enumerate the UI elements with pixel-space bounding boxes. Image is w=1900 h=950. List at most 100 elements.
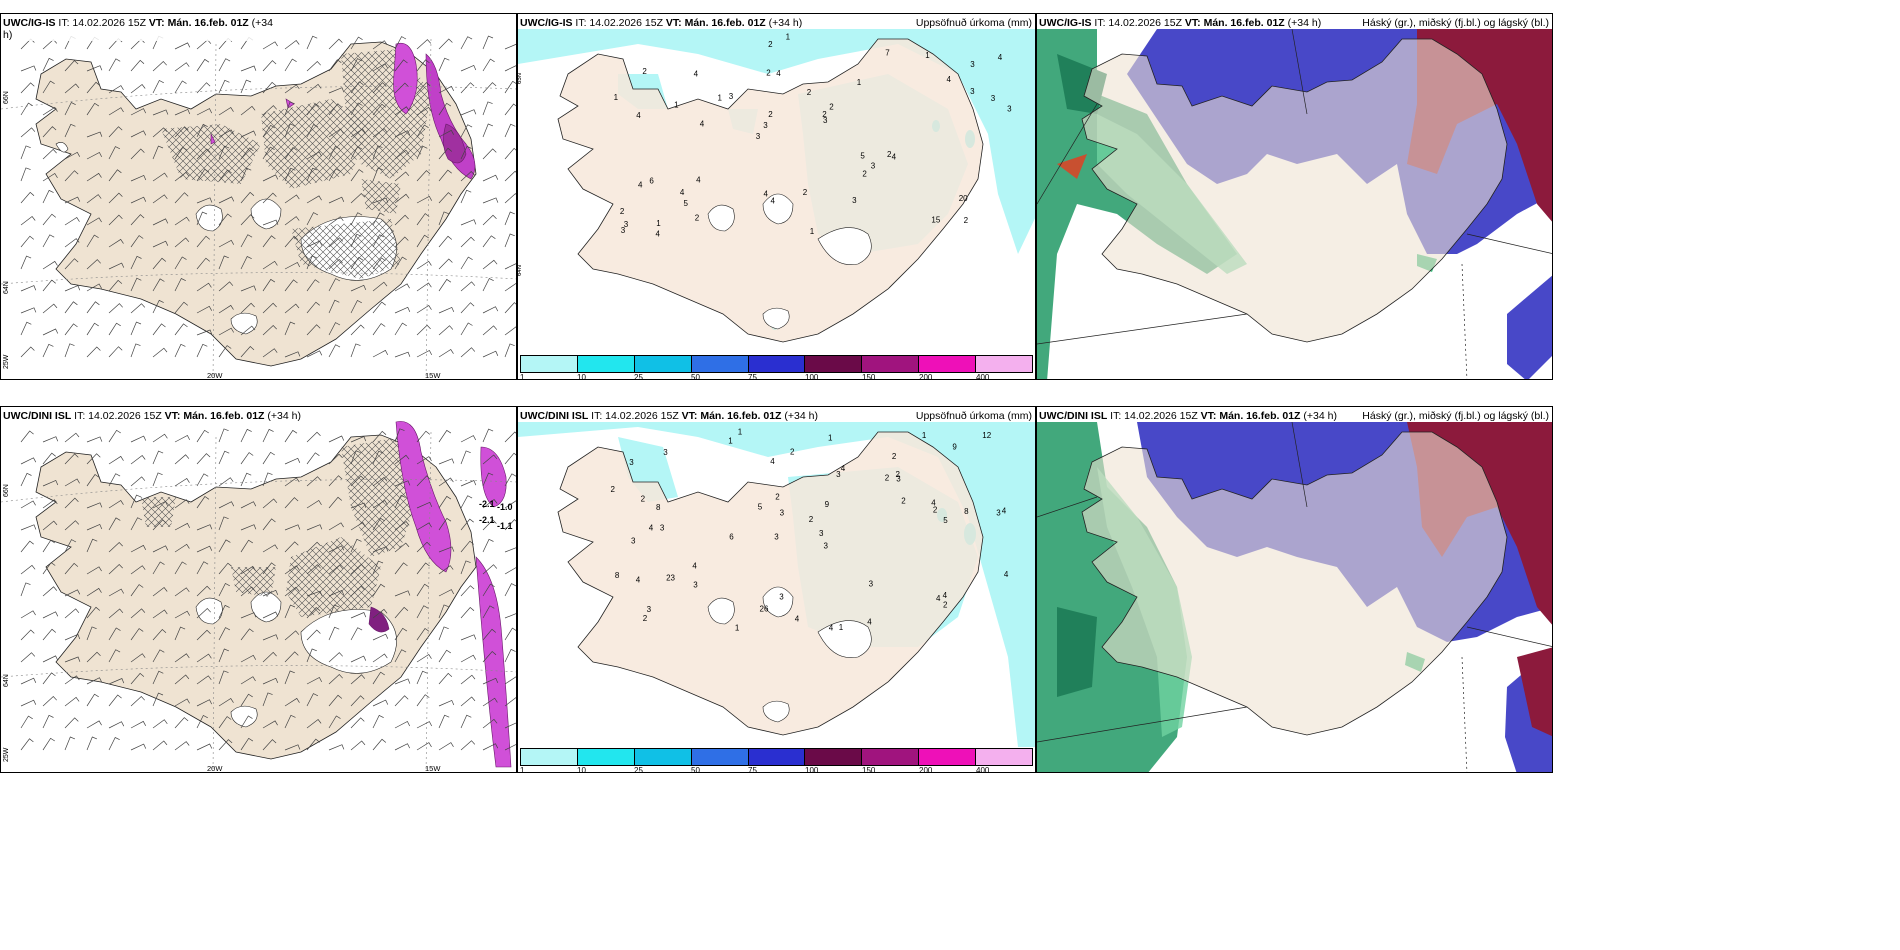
wind-barb [108, 322, 121, 336]
wind-barb [438, 38, 453, 50]
wind-barb [284, 262, 301, 270]
wind-barb [174, 698, 190, 707]
wind-barb [64, 258, 79, 270]
precip-value-label: 15 [931, 216, 940, 225]
wind-barb [20, 346, 35, 358]
wind-barb [284, 714, 296, 729]
wind-barb [328, 604, 340, 619]
wind-barb [350, 284, 367, 292]
map-panel-bottom-left: -2.1 -1.0 -2.1 -1.1 UWC/DINI ISL IT: 14.… [0, 406, 517, 773]
wind-barb [196, 168, 210, 182]
wind-barb [416, 350, 433, 358]
wind-barb [196, 257, 211, 270]
map-panel-top-right: UWC/IG-IS IT: 14.02.2026 15Z VT: Mán. 16… [1036, 13, 1553, 380]
wind-barb [460, 219, 477, 226]
colorbar-tick-label: 10 [577, 373, 586, 380]
wind-barb [438, 477, 454, 487]
wind-barb [64, 123, 76, 138]
wind-barb [416, 430, 431, 443]
wind-barb [482, 499, 498, 509]
wind-barb [482, 101, 493, 116]
precip-value-label: 3 [871, 162, 876, 171]
wind-barb [306, 324, 321, 336]
wind-barb [262, 174, 279, 182]
wind-barb [416, 654, 432, 663]
precip-value-label: 3 [780, 509, 785, 518]
wind-barb [152, 740, 168, 751]
wind-barb [64, 60, 79, 72]
wind-barb [504, 567, 516, 575]
wind-barb [262, 348, 278, 358]
wind-barb [394, 721, 411, 729]
wind-barb [20, 540, 34, 553]
wind-barb [86, 606, 101, 619]
wind-barb [350, 324, 365, 336]
wind-barb [350, 538, 362, 553]
wind-barb [482, 259, 498, 270]
wind-barb [130, 455, 146, 465]
wind-barb [152, 145, 164, 160]
wind-barb [504, 473, 516, 487]
wind-barb [438, 147, 453, 160]
precip-value-label: 9 [952, 442, 957, 451]
wind-barb [328, 59, 342, 72]
wind-barb [108, 279, 123, 292]
wind-barb [438, 258, 453, 270]
lat-label-66n: 66N [3, 91, 10, 104]
wind-barb [42, 189, 54, 204]
precip-value-label: 3 [774, 533, 779, 542]
wind-barb [262, 634, 279, 641]
wind-barb [42, 628, 57, 641]
wind-barb [416, 170, 431, 182]
wind-barb [20, 102, 33, 116]
wind-barb [108, 192, 123, 204]
lat-label-64n: 64N [3, 674, 10, 687]
wind-barb [20, 145, 31, 160]
wind-barb [394, 130, 411, 138]
wind-barb [460, 435, 477, 443]
wind-barb [394, 695, 409, 707]
wind-barb [504, 263, 516, 270]
wind-barb [64, 453, 79, 465]
wind-barb [174, 80, 187, 94]
wind-barb [372, 583, 386, 597]
wind-barb [240, 147, 254, 160]
wind-barb [372, 517, 385, 531]
wind-barb [262, 589, 279, 597]
wind-barb [108, 737, 120, 751]
wind-barb [482, 148, 497, 160]
wind-barb [372, 430, 387, 443]
wind-barb [240, 65, 257, 72]
precip-value-label: 4 [943, 591, 948, 600]
wind-barb [306, 61, 321, 72]
wind-barb [86, 259, 101, 270]
wind-barb [460, 560, 471, 575]
precip-value-label: 2 [695, 213, 700, 222]
precip-value-label: 2 [933, 506, 938, 515]
wind-barb [218, 627, 231, 641]
panel-right-label: Háský (gr.), miðský (fj.bl.) og lágský (… [1362, 17, 1549, 29]
wind-barb [460, 634, 477, 641]
wind-barb [218, 169, 232, 182]
wind-barb [108, 678, 125, 685]
wind-barb [482, 350, 499, 358]
wind-barb [416, 541, 431, 553]
wind-barb [218, 516, 229, 531]
wind-barb [196, 197, 213, 204]
wind-barb [416, 742, 432, 751]
precip-value-label: 4 [1004, 570, 1009, 579]
wind-barb [350, 695, 365, 707]
wind-barb [350, 502, 367, 509]
wind-barb [504, 80, 516, 94]
wind-barb [284, 744, 301, 751]
wind-barb [372, 476, 388, 487]
wind-barb [218, 501, 235, 509]
precip-value-label: 23 [666, 574, 675, 583]
wind-barb [196, 305, 213, 314]
precip-value-label: 12 [982, 431, 991, 440]
wind-barb [240, 325, 256, 336]
wind-barb [460, 696, 476, 707]
wind-barb [306, 738, 320, 751]
wind-barb [350, 740, 366, 751]
